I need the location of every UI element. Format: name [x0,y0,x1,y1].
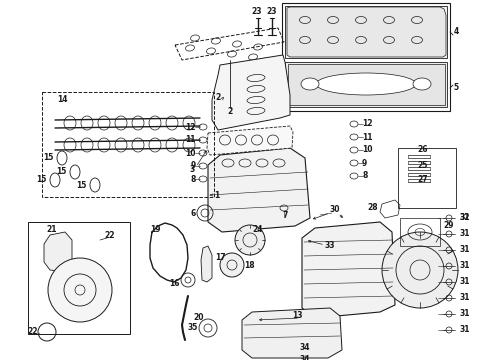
Text: 22: 22 [105,231,115,240]
Polygon shape [208,148,310,232]
Bar [285,62,447,107]
Circle shape [382,232,458,308]
Text: 33: 33 [325,240,335,249]
Text: 26: 26 [418,145,428,154]
Text: 9: 9 [191,162,196,171]
Text: 15: 15 [76,180,86,189]
Text: 10: 10 [362,145,372,154]
Ellipse shape [413,78,431,90]
Text: 12: 12 [362,120,372,129]
Text: 8: 8 [191,175,196,184]
Text: 19: 19 [150,225,161,234]
Circle shape [48,258,112,322]
Text: 15: 15 [56,167,66,176]
Text: 34: 34 [300,343,310,352]
Text: 34: 34 [300,356,310,360]
Bar [398,148,456,208]
Text: 20: 20 [193,314,203,323]
Text: 15: 15 [36,175,46,184]
Polygon shape [207,126,293,155]
Polygon shape [302,222,395,318]
Text: 24: 24 [253,225,263,234]
Bar [42,92,214,197]
Text: 31: 31 [460,230,470,238]
Polygon shape [288,64,445,105]
Text: 2: 2 [227,108,233,117]
Text: 16: 16 [170,279,180,288]
Text: 15: 15 [43,153,53,162]
Ellipse shape [301,78,319,90]
Text: 17: 17 [215,252,225,261]
Text: 9: 9 [362,158,367,167]
Text: 8: 8 [362,171,368,180]
Text: 13: 13 [293,311,303,320]
Text: 11: 11 [186,135,196,144]
Text: 12: 12 [186,122,196,131]
Text: 32: 32 [460,213,470,222]
Text: 6: 6 [191,208,196,217]
Text: 31: 31 [460,213,470,222]
Polygon shape [212,55,290,130]
Bar [400,218,440,246]
Bar [282,3,450,111]
Text: 22: 22 [27,328,38,337]
Text: 23: 23 [252,8,262,17]
Text: 18: 18 [244,261,255,270]
Polygon shape [201,246,212,282]
Polygon shape [44,232,72,272]
Text: 31: 31 [460,310,470,319]
Text: 3: 3 [189,166,195,175]
Text: 2: 2 [216,93,220,102]
Text: 31: 31 [460,325,470,334]
Text: 35: 35 [188,324,198,333]
Polygon shape [287,7,446,57]
Text: 25: 25 [418,161,428,170]
Circle shape [235,225,265,255]
Text: 1: 1 [215,190,220,199]
Text: 29: 29 [443,220,454,230]
Text: 31: 31 [460,246,470,255]
Text: 30: 30 [330,206,340,215]
Text: 31: 31 [460,278,470,287]
Text: 4: 4 [453,27,459,36]
Polygon shape [242,308,342,358]
Text: 27: 27 [417,175,428,184]
Text: 10: 10 [186,148,196,158]
Bar [285,6,447,58]
Text: 14: 14 [57,95,67,104]
Text: 21: 21 [47,225,57,234]
Bar [28,222,130,334]
Text: 11: 11 [362,132,372,141]
Text: 31: 31 [460,261,470,270]
Text: 5: 5 [453,84,459,93]
Text: 28: 28 [368,203,378,212]
Circle shape [220,253,244,277]
Text: 31: 31 [460,293,470,302]
Text: 23: 23 [267,8,277,17]
Text: 7: 7 [282,211,288,220]
Ellipse shape [316,73,416,95]
